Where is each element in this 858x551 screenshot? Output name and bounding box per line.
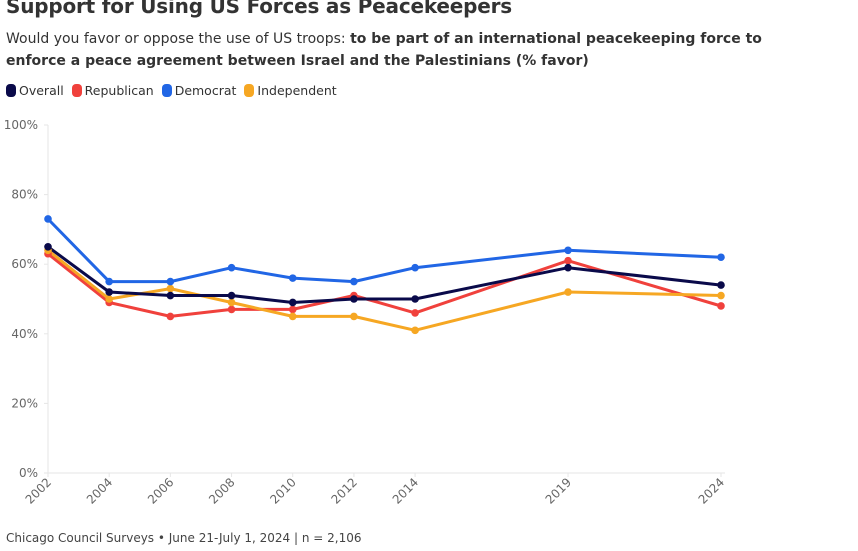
data-point-republican xyxy=(227,305,236,314)
y-tick-label: 60% xyxy=(11,257,38,271)
data-point-overall xyxy=(564,263,572,272)
subtitle-bold: to be part of an international peacekeep… xyxy=(6,31,762,69)
data-point-independent xyxy=(350,312,358,321)
data-point-democrat xyxy=(227,263,236,272)
legend-item-independent[interactable]: Independent xyxy=(244,83,337,98)
legend-label: Overall xyxy=(19,83,64,98)
chart-title: Support for Using US Forces as Peacekeep… xyxy=(6,0,512,18)
data-point-overall xyxy=(411,295,419,303)
data-point-independent xyxy=(288,312,297,321)
data-point-overall xyxy=(227,291,236,300)
x-tick-label: 2012 xyxy=(329,475,360,506)
data-point-independent xyxy=(227,298,236,307)
x-tick-label: 2024 xyxy=(696,475,727,506)
data-point-democrat xyxy=(44,215,52,223)
series-lines xyxy=(46,217,723,332)
legend-swatch-independent xyxy=(244,84,255,97)
legend-swatch-republican xyxy=(71,84,82,97)
data-point-republican xyxy=(288,305,297,314)
y-tick-label: 20% xyxy=(11,396,38,410)
data-point-democrat xyxy=(288,274,297,282)
legend-item-republican[interactable]: Republican xyxy=(71,83,154,98)
data-point-independent xyxy=(717,291,725,300)
subtitle-plain: Would you favor or oppose the use of US … xyxy=(6,31,351,47)
data-point-independent xyxy=(564,288,572,296)
x-tick-label: 2019 xyxy=(543,475,574,506)
data-point-democrat xyxy=(166,277,175,286)
chart-subtitle: Would you favor or oppose the use of US … xyxy=(6,28,766,72)
legend-item-overall[interactable]: Overall xyxy=(6,83,64,98)
y-tick-label: 80% xyxy=(11,188,38,202)
data-point-republican xyxy=(166,312,175,321)
data-point-democrat xyxy=(350,277,358,286)
series-line-republican xyxy=(46,252,723,318)
data-point-democrat xyxy=(717,253,725,262)
data-point-overall xyxy=(105,288,113,296)
data-point-republican xyxy=(411,309,419,317)
x-tick-label: 2008 xyxy=(206,475,237,506)
data-point-independent xyxy=(411,326,419,335)
data-point-overall xyxy=(717,281,725,289)
data-point-democrat xyxy=(105,277,113,286)
data-point-democrat xyxy=(564,246,572,255)
data-point-overall xyxy=(166,291,175,300)
legend-label: Independent xyxy=(257,83,337,98)
axes: 0%20%40%60%80%100%2002 2004 2006 2008 2010 20… xyxy=(4,118,727,507)
data-point-democrat xyxy=(411,263,419,272)
series-line-independent xyxy=(46,248,723,332)
data-point-independent xyxy=(166,284,175,293)
data-point-independent xyxy=(105,295,113,303)
y-tick-label: 100% xyxy=(4,118,38,132)
data-point-republican xyxy=(564,256,572,265)
x-tick-label: 2006 xyxy=(145,475,176,506)
series-points xyxy=(44,215,725,335)
data-point-overall xyxy=(288,298,297,307)
data-point-overall xyxy=(44,243,52,251)
data-point-overall xyxy=(350,295,358,303)
legend-swatch-democrat xyxy=(161,84,172,97)
data-point-republican xyxy=(717,302,725,310)
legend-label: Democrat xyxy=(174,83,237,98)
x-tick-label: 2014 xyxy=(390,475,421,506)
legend-swatch-overall xyxy=(6,84,16,97)
y-tick-label: 40% xyxy=(11,327,38,341)
x-tick-label: 2010 xyxy=(267,475,298,506)
legend: Overall Republican Democrat Independent xyxy=(6,83,337,98)
legend-item-democrat[interactable]: Democrat xyxy=(161,83,237,98)
source-footer: Chicago Council Surveys • June 21-July 1… xyxy=(6,531,362,545)
x-tick-label: 2004 xyxy=(84,475,115,506)
y-tick-label: 0% xyxy=(19,466,38,480)
legend-label: Republican xyxy=(84,83,154,98)
